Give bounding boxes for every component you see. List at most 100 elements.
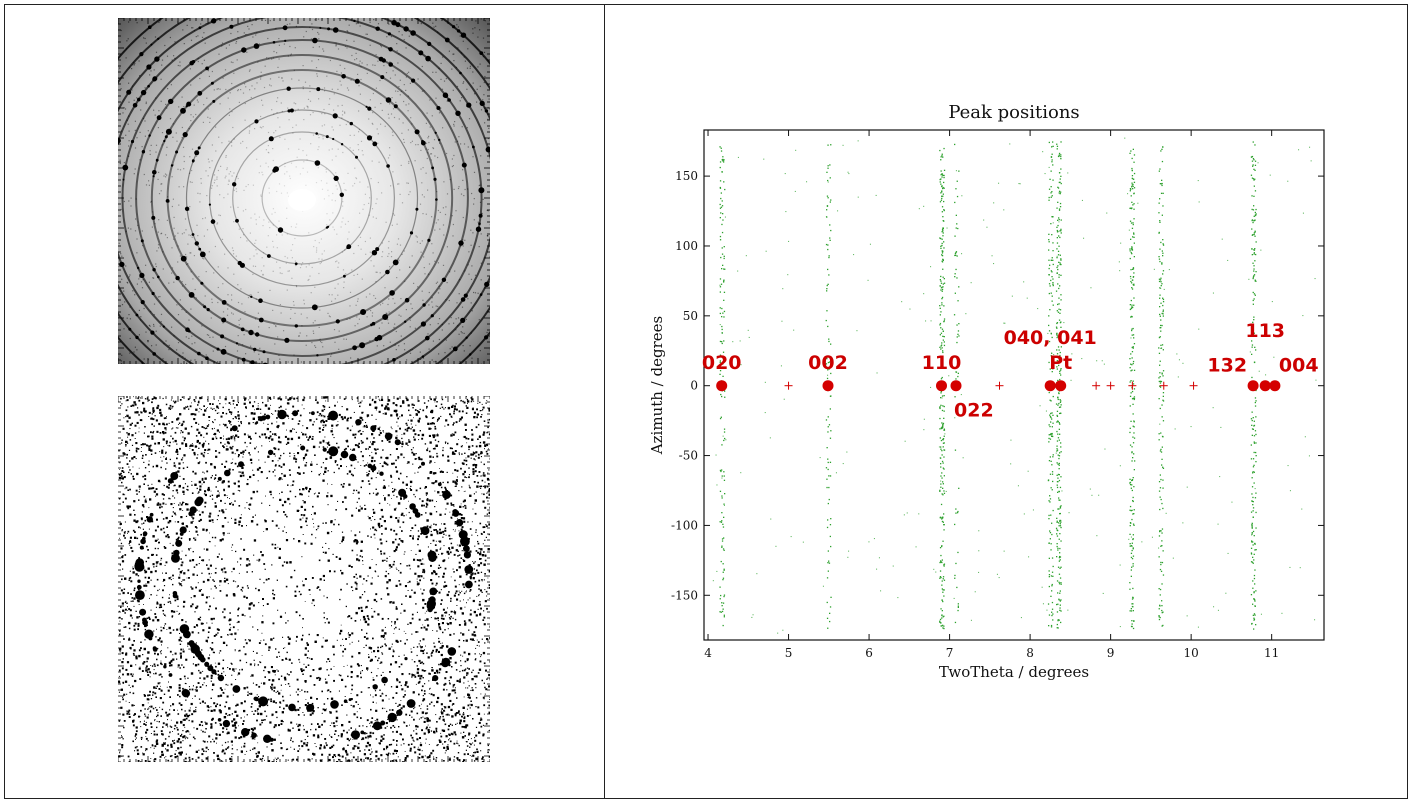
speckle	[410, 710, 413, 713]
speckle	[409, 82, 411, 84]
speckle	[186, 503, 189, 506]
ring-spot	[414, 129, 420, 135]
speckle	[453, 571, 455, 573]
speckle	[447, 744, 449, 746]
speckle	[341, 104, 343, 106]
speckle	[218, 136, 220, 138]
speckle	[481, 579, 483, 581]
speckle	[190, 39, 193, 41]
speckle	[309, 100, 312, 102]
speckle	[207, 578, 210, 582]
speckle	[381, 192, 383, 194]
speckle	[245, 642, 248, 645]
speckle	[207, 453, 209, 454]
speckle	[348, 615, 351, 618]
speckle	[163, 446, 165, 448]
speckle	[376, 472, 379, 474]
speckle	[288, 270, 290, 272]
speckle	[244, 83, 246, 85]
speckle	[264, 710, 266, 713]
speckle	[272, 669, 275, 673]
speckle	[429, 126, 431, 128]
speckle	[486, 496, 488, 498]
speckle	[187, 642, 190, 645]
speckle	[257, 480, 259, 482]
speckle	[438, 668, 442, 671]
speckle	[392, 402, 395, 405]
speckle	[237, 418, 239, 420]
speckle	[176, 448, 178, 451]
speckle	[224, 253, 226, 255]
speckle	[121, 475, 123, 477]
speckle	[208, 416, 211, 418]
speckle	[434, 506, 436, 508]
speckle	[161, 663, 163, 666]
speckle	[403, 100, 405, 103]
speckle	[445, 488, 447, 491]
speckle	[421, 703, 422, 705]
speckle	[132, 673, 134, 675]
speckle	[161, 132, 164, 134]
speckle	[485, 402, 487, 404]
speckle	[191, 603, 194, 606]
speckle	[435, 729, 438, 731]
speckle	[132, 652, 135, 655]
speckle	[288, 469, 291, 471]
speckle	[177, 664, 180, 667]
speckle	[306, 171, 309, 173]
speckle	[465, 318, 467, 320]
speckle	[141, 287, 144, 289]
speckle	[147, 698, 150, 701]
speckle	[471, 755, 472, 757]
speckle	[401, 434, 403, 435]
speckle	[237, 177, 239, 180]
speckle	[303, 299, 305, 301]
speckle	[123, 107, 125, 109]
speckle	[153, 69, 155, 71]
speckle	[155, 554, 158, 556]
speckle	[268, 192, 270, 194]
speckle	[209, 403, 212, 405]
speckle	[365, 736, 367, 739]
speckle	[190, 425, 193, 428]
speckle	[254, 422, 257, 425]
speckle	[134, 346, 136, 348]
speckle	[179, 255, 181, 257]
speckle	[174, 753, 176, 755]
speckle	[143, 495, 146, 498]
speckle	[164, 547, 167, 549]
speckle	[370, 721, 373, 724]
speckle	[296, 156, 298, 158]
speckle	[314, 239, 316, 242]
speckle	[177, 427, 179, 429]
speckle	[302, 627, 303, 629]
speckle	[209, 532, 210, 534]
speckle	[319, 263, 321, 265]
speckle	[238, 523, 241, 526]
speckle	[467, 687, 469, 689]
speckle	[386, 725, 388, 727]
speckle	[332, 129, 334, 131]
speckle	[439, 211, 441, 213]
speckle	[281, 478, 283, 480]
speckle	[214, 179, 216, 181]
speckle	[205, 601, 208, 604]
speckle	[387, 255, 389, 257]
speckle	[232, 126, 234, 129]
speckle	[138, 309, 140, 311]
speckle	[421, 646, 423, 648]
speckle	[167, 445, 169, 446]
speckle	[158, 171, 160, 173]
ring-spot	[187, 329, 191, 333]
speckle	[224, 705, 226, 708]
speckle	[153, 109, 155, 111]
speckle	[345, 757, 347, 759]
speckle	[127, 507, 130, 510]
speckle	[119, 620, 121, 622]
speckle	[257, 291, 259, 293]
speckle	[225, 594, 228, 597]
speckle	[370, 671, 373, 674]
speckle	[346, 737, 349, 740]
speckle	[484, 20, 486, 22]
speckle	[337, 294, 339, 296]
